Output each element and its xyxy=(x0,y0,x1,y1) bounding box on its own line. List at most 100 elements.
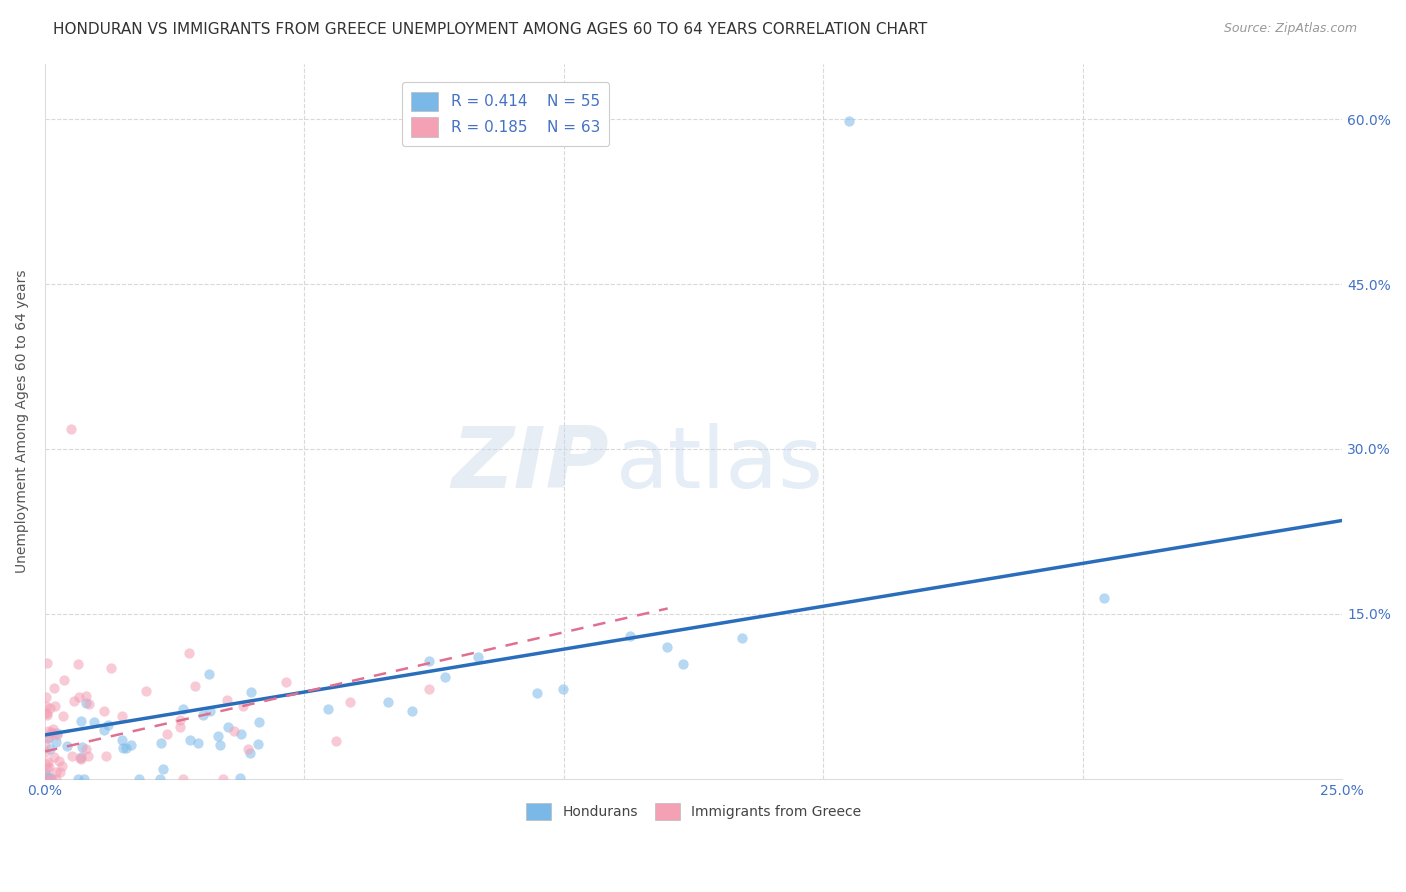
Point xyxy=(149,736,172,750)
Point xyxy=(207,729,229,743)
Point xyxy=(34,766,56,780)
Point xyxy=(274,675,297,690)
Point xyxy=(46,728,69,742)
Point xyxy=(838,114,860,128)
Point xyxy=(111,709,134,723)
Point xyxy=(401,704,423,718)
Point xyxy=(34,737,56,751)
Point xyxy=(70,752,93,766)
Point xyxy=(93,704,115,718)
Point xyxy=(35,772,58,786)
Point xyxy=(325,734,347,748)
Point xyxy=(208,738,231,752)
Point xyxy=(239,685,262,699)
Point xyxy=(655,640,678,654)
Point xyxy=(172,702,194,716)
Point xyxy=(51,758,73,772)
Point xyxy=(44,750,66,764)
Point xyxy=(38,741,60,756)
Point xyxy=(316,702,339,716)
Point xyxy=(135,683,157,698)
Point xyxy=(56,739,79,753)
Point xyxy=(94,748,117,763)
Point xyxy=(45,772,67,786)
Point xyxy=(37,770,59,784)
Point xyxy=(41,772,63,786)
Point xyxy=(239,746,262,760)
Point xyxy=(156,727,179,741)
Point xyxy=(1092,591,1115,606)
Point xyxy=(339,695,361,709)
Point xyxy=(62,694,84,708)
Point xyxy=(34,706,56,720)
Point xyxy=(232,698,254,713)
Point xyxy=(66,772,89,786)
Point xyxy=(671,657,693,671)
Point xyxy=(46,725,69,739)
Point xyxy=(67,690,90,705)
Point xyxy=(467,649,489,664)
Y-axis label: Unemployment Among Ages 60 to 64 years: Unemployment Among Ages 60 to 64 years xyxy=(15,269,30,574)
Point xyxy=(212,772,235,786)
Point xyxy=(128,772,150,786)
Point xyxy=(67,657,90,672)
Point xyxy=(70,714,93,729)
Point xyxy=(187,735,209,749)
Text: Source: ZipAtlas.com: Source: ZipAtlas.com xyxy=(1223,22,1357,36)
Point xyxy=(619,629,641,643)
Point xyxy=(111,732,134,747)
Point xyxy=(75,689,97,703)
Point xyxy=(42,722,65,736)
Point xyxy=(434,670,457,684)
Point xyxy=(100,661,122,675)
Point xyxy=(37,724,59,739)
Point xyxy=(75,741,97,756)
Point xyxy=(169,720,191,734)
Point xyxy=(70,740,93,755)
Point xyxy=(38,760,60,774)
Point xyxy=(60,749,83,764)
Point xyxy=(377,695,399,709)
Point xyxy=(41,725,63,739)
Point xyxy=(39,771,62,785)
Point xyxy=(37,730,59,744)
Point xyxy=(42,726,65,740)
Point xyxy=(115,740,138,755)
Point xyxy=(39,700,62,714)
Point xyxy=(111,741,134,756)
Point xyxy=(93,723,115,737)
Point xyxy=(418,681,440,696)
Point xyxy=(48,754,70,768)
Point xyxy=(48,765,70,780)
Point xyxy=(172,772,194,786)
Point xyxy=(52,708,75,723)
Point xyxy=(179,646,201,660)
Point xyxy=(731,631,754,645)
Point xyxy=(217,720,239,734)
Point xyxy=(184,679,207,693)
Point xyxy=(97,718,120,732)
Point xyxy=(44,699,66,714)
Text: ZIP: ZIP xyxy=(451,423,609,506)
Point xyxy=(37,731,59,745)
Point xyxy=(53,673,76,687)
Point xyxy=(247,714,270,729)
Point xyxy=(35,699,58,714)
Point xyxy=(526,686,548,700)
Point xyxy=(229,727,252,741)
Point xyxy=(70,749,93,764)
Point xyxy=(35,656,58,670)
Point xyxy=(553,681,575,696)
Point xyxy=(75,696,97,710)
Point xyxy=(179,733,201,747)
Point xyxy=(35,707,58,722)
Point xyxy=(37,756,59,770)
Point xyxy=(246,737,269,751)
Point xyxy=(224,723,246,738)
Point xyxy=(59,422,82,436)
Point xyxy=(418,654,440,668)
Point xyxy=(45,765,67,780)
Point xyxy=(197,667,219,681)
Point xyxy=(35,690,58,704)
Point xyxy=(169,713,191,727)
